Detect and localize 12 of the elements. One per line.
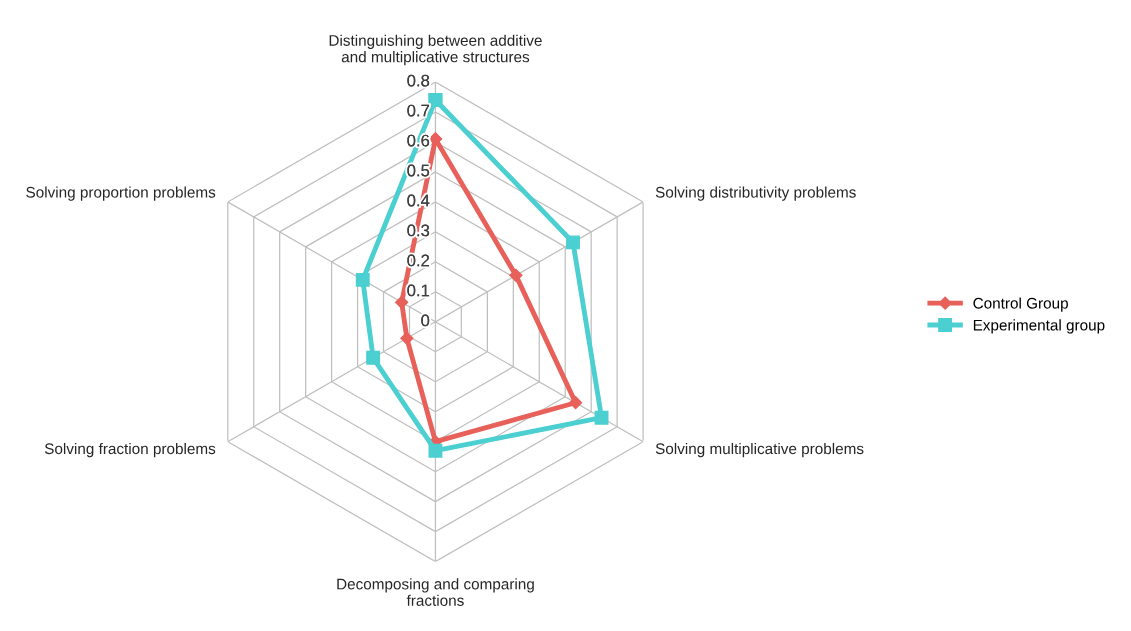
y-tick-label: 0.8 [407,74,430,87]
spoke-label: Solving proportion problems [26,186,216,201]
spoke-label: Solving multiplicative problems [655,442,864,458]
spoke-label: Distinguishing between additive and multiplicative structures [329,34,542,66]
spoke-label: Solving fraction problems [44,442,216,458]
y-tick-label: 0.1 [407,284,430,297]
y-tick-label: 0.7 [407,104,430,117]
legend-label: Control Group [973,297,1068,312]
spoke-label: Solving distributivity problems [655,186,856,201]
y-tick-label: 0 [421,314,430,327]
legend-label: Experimental group [973,319,1105,334]
spoke-label: Decomposing and comparing fractions [337,578,534,606]
